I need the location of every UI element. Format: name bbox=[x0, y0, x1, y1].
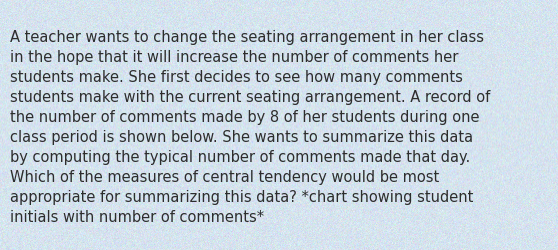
Text: A teacher wants to change the seating arrangement in her class
in the hope that : A teacher wants to change the seating ar… bbox=[10, 30, 490, 224]
